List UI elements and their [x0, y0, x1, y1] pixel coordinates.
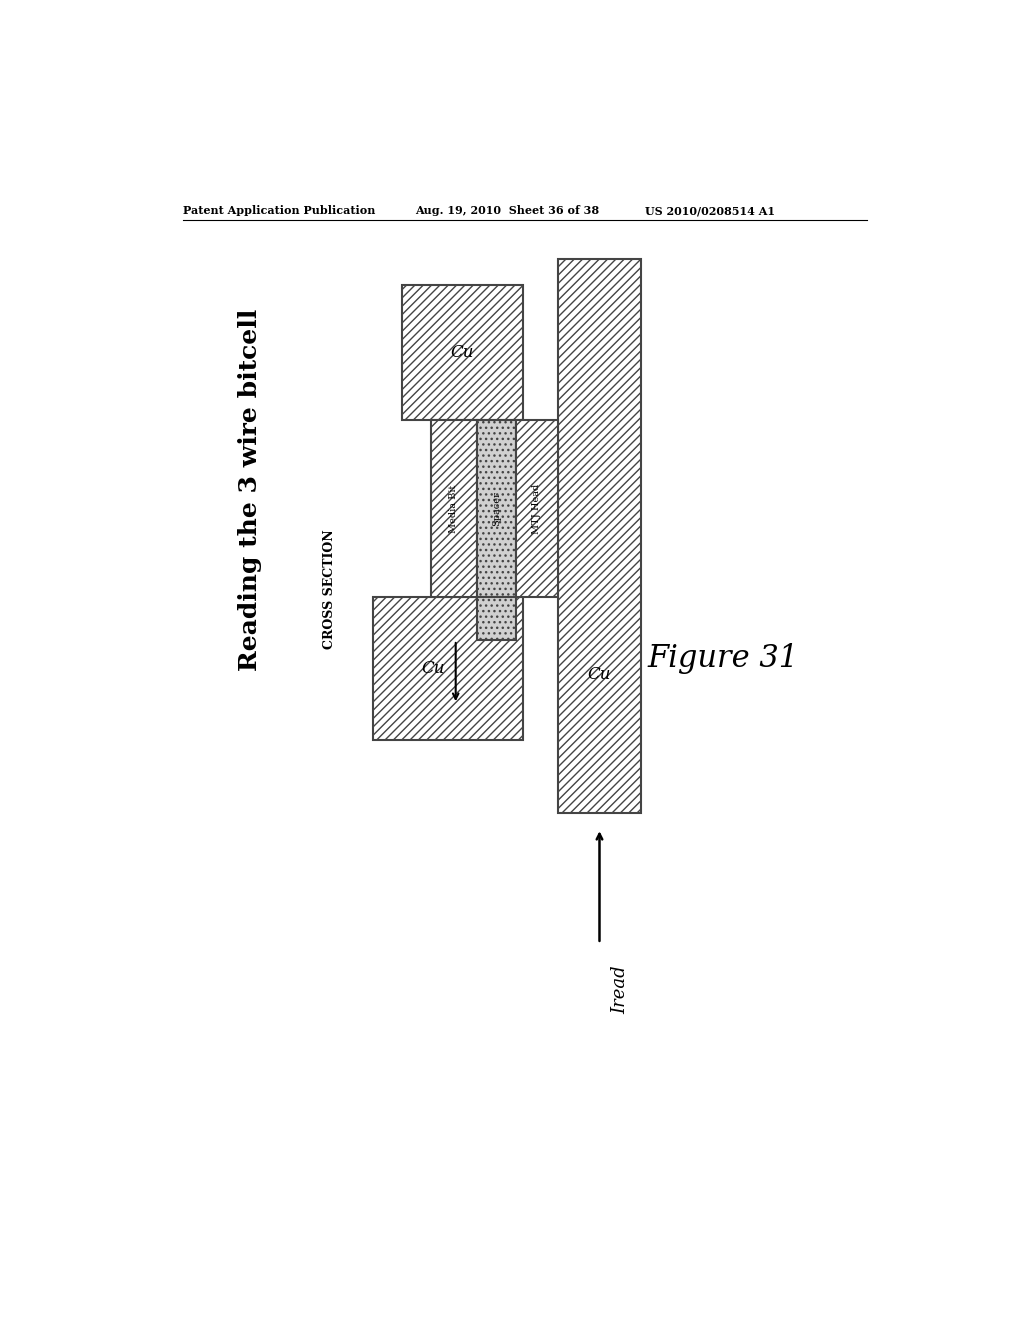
- Text: US 2010/0208514 A1: US 2010/0208514 A1: [645, 206, 775, 216]
- Bar: [401, 285, 523, 420]
- Text: Cu: Cu: [422, 660, 444, 677]
- Bar: [477, 420, 515, 598]
- Bar: [558, 259, 641, 813]
- Text: Iread: Iread: [611, 966, 629, 1014]
- Text: Cu: Cu: [588, 665, 611, 682]
- Text: Cu: Cu: [451, 345, 474, 362]
- Text: Media Bit: Media Bit: [450, 484, 459, 533]
- Text: Aug. 19, 2010  Sheet 36 of 38: Aug. 19, 2010 Sheet 36 of 38: [416, 206, 600, 216]
- Text: Spacer: Spacer: [492, 491, 501, 527]
- Bar: [373, 597, 523, 739]
- Text: Patent Application Publication: Patent Application Publication: [183, 206, 375, 216]
- Bar: [515, 420, 558, 598]
- Text: CROSS SECTION: CROSS SECTION: [323, 529, 336, 649]
- Bar: [477, 597, 515, 640]
- Bar: [431, 420, 477, 598]
- Text: MTJ Head: MTJ Head: [532, 483, 542, 533]
- Text: Figure 31: Figure 31: [648, 643, 799, 675]
- Text: Reading the 3 wire bitcell: Reading the 3 wire bitcell: [238, 309, 262, 671]
